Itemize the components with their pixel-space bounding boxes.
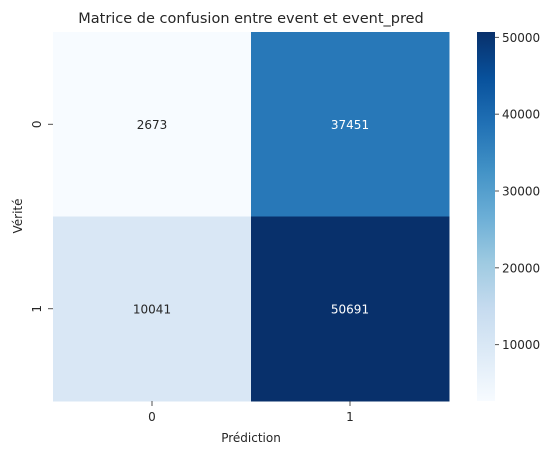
colorbar-tick-label-0: 10000	[502, 338, 540, 352]
cell-value-1-1: 50691	[331, 302, 369, 316]
heatmap-cell-labels: 2673 37451 10041 50691	[133, 118, 369, 317]
heatmap-cell-1-1	[251, 216, 450, 402]
y-axis-label: Vérité	[11, 198, 25, 233]
colorbar	[477, 32, 495, 401]
cell-value-0-0: 2673	[137, 118, 168, 132]
y-tick-label-1: 1	[30, 305, 44, 313]
heatmap-cell-1-0	[53, 216, 252, 402]
colorbar-tick-label-1: 20000	[502, 261, 540, 275]
colorbar-tick-label-4: 50000	[502, 31, 540, 45]
heatmap-cell-0-1	[251, 32, 450, 217]
colorbar-tick-label-3: 40000	[502, 108, 540, 122]
cell-value-0-1: 37451	[331, 118, 369, 132]
cell-value-1-0: 10041	[133, 302, 171, 316]
heatmap-cells	[53, 32, 450, 402]
y-axis: 01	[30, 120, 53, 313]
x-tick-label-0: 0	[148, 410, 156, 424]
chart-title: Matrice de confusion entre event et even…	[78, 11, 424, 27]
x-tick-label-1: 1	[346, 410, 354, 424]
colorbar-tick-label-2: 30000	[502, 185, 540, 199]
x-axis-label: Prédiction	[221, 431, 281, 445]
heatmap-cell-0-0	[53, 32, 252, 217]
colorbar-ticks: 10000 20000 30000 40000 50000	[495, 31, 540, 352]
y-tick-label-0: 0	[30, 120, 44, 128]
